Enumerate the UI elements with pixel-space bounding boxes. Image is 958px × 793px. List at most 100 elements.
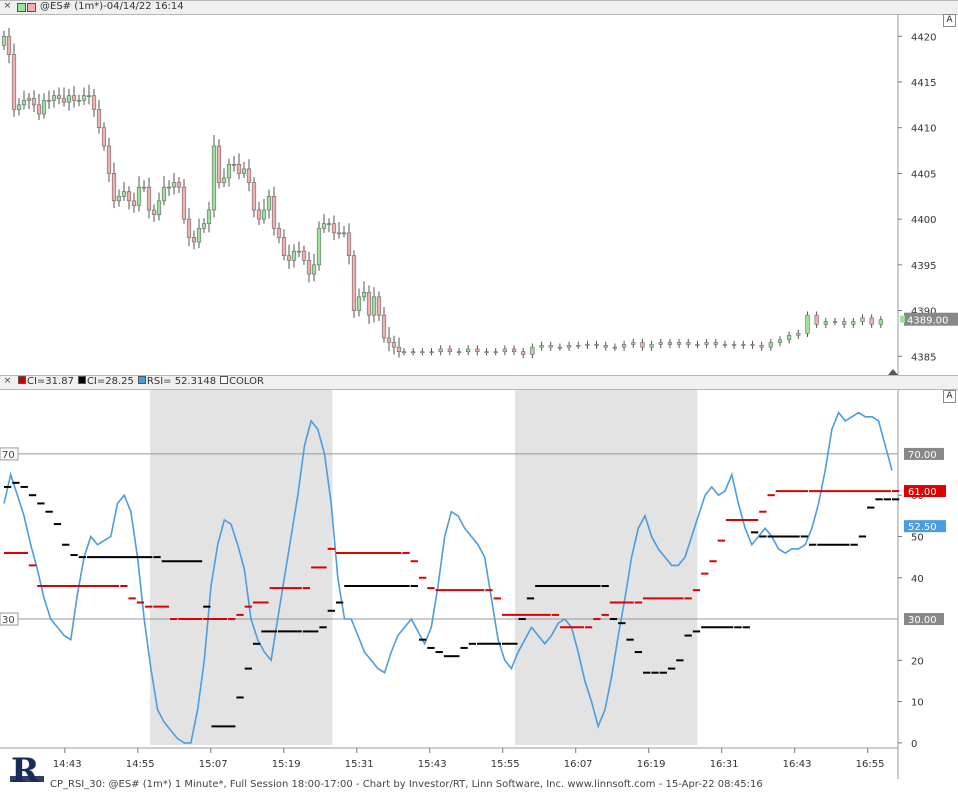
candle-up	[777, 336, 783, 347]
price-tick-label: 4405	[911, 169, 936, 180]
price-tick-label: 4415	[911, 78, 936, 89]
candle-up	[166, 180, 172, 196]
rsi-pane-header: × CI=31.87 CI=28.25 RSI= 52.3148 COLOR	[0, 375, 958, 390]
candle-up	[493, 348, 498, 356]
candle-down	[286, 244, 292, 269]
candle-up	[51, 90, 57, 108]
candle-down	[216, 139, 222, 189]
ci-red-last-value-tag	[904, 485, 946, 498]
close-icon[interactable]: ×	[3, 376, 12, 386]
candle-up	[576, 341, 581, 349]
rsi-last-value-tag	[904, 520, 946, 533]
candle-up	[86, 84, 92, 105]
candle-up	[311, 253, 317, 282]
candle-down	[366, 285, 372, 324]
candle-up	[76, 94, 82, 107]
candle-up	[502, 345, 507, 356]
rsi-level-tag-label: 70.00	[908, 450, 937, 461]
candle-down	[96, 99, 102, 134]
candle-down	[686, 338, 691, 349]
candle-up	[336, 221, 342, 239]
legend-swatch	[137, 376, 146, 384]
time-tick-label: 15:31	[345, 759, 374, 770]
last-price-tag	[904, 312, 958, 326]
candle-up	[585, 340, 590, 349]
time-tick-label: 15:55	[491, 759, 520, 770]
rsi-tick-label: 10	[911, 698, 924, 709]
candle-up	[361, 281, 367, 302]
ci-red-last-value-label: 61.00	[908, 487, 937, 498]
candle-up	[291, 244, 297, 268]
candle-down	[603, 341, 608, 351]
legend-entry: COLOR	[229, 376, 264, 387]
rsi-tick-label: 20	[911, 656, 924, 667]
candle-up	[621, 340, 627, 351]
candle-up	[66, 88, 72, 111]
candle-up	[121, 182, 127, 201]
candle-up	[371, 287, 377, 323]
candle-down	[351, 250, 357, 318]
rsi-tick-label: 0	[911, 739, 917, 750]
shaded-session-band	[514, 390, 698, 745]
candle-down	[386, 327, 392, 352]
candle-up	[539, 341, 544, 351]
candle-up	[221, 168, 227, 188]
candle-down	[61, 87, 67, 107]
candle-down	[511, 345, 517, 356]
candle-up	[860, 314, 865, 326]
investor-rt-logo-icon: R	[10, 752, 44, 790]
candle-down	[126, 186, 132, 210]
candle-up	[429, 348, 434, 356]
candle-up	[326, 218, 332, 233]
candle-up	[41, 93, 47, 119]
candle-up	[557, 343, 562, 351]
candle-down	[101, 122, 107, 151]
candle-up	[296, 241, 302, 258]
candle-up	[796, 329, 801, 339]
candle-up	[566, 341, 572, 351]
candle-up	[136, 176, 142, 212]
time-tick-label: 14:55	[126, 759, 155, 770]
candle-up	[266, 189, 272, 219]
legend-entry: CI=31.87	[27, 376, 74, 387]
candle-up	[741, 340, 746, 349]
shaded-session-band	[149, 390, 333, 745]
rsi-autoscale-button[interactable]: A	[943, 390, 956, 403]
candle-down	[381, 306, 387, 343]
candle-down	[281, 229, 287, 261]
candle-up	[16, 98, 22, 116]
candle-down	[376, 291, 382, 322]
candle-down	[236, 153, 242, 180]
candle-up	[1, 30, 7, 50]
candle-down	[71, 86, 77, 108]
price-tick-label: 4410	[911, 124, 936, 135]
rsi-level-tag	[904, 613, 944, 626]
candle-down	[759, 341, 764, 351]
candle-up	[356, 288, 362, 317]
candle-down	[36, 93, 42, 120]
candle-down	[331, 215, 337, 241]
candle-down	[191, 230, 197, 250]
candle-up	[201, 218, 207, 233]
candle-up	[171, 172, 177, 195]
price-tick-label: 4390	[911, 307, 936, 318]
legend-swatch-up	[17, 3, 26, 12]
rsi-level-tag	[904, 447, 944, 460]
candle-down	[814, 311, 819, 328]
legend-entry: CI=28.25	[86, 376, 134, 387]
candle-down	[548, 341, 553, 351]
candle-up	[851, 317, 856, 328]
candle-up	[316, 221, 322, 271]
price-pane-title: @ES# (1m*)-04/14/22 16:14	[40, 1, 184, 12]
candle-down	[31, 90, 37, 113]
time-tick-label: 16:43	[783, 759, 812, 770]
candle-up	[231, 156, 237, 172]
candle-down	[246, 159, 252, 192]
price-pane-header: × @ES# (1m*)-04/14/22 16:14	[0, 0, 958, 15]
rsi-tick-label: 40	[911, 574, 924, 585]
rsi-last-value-label: 52.50	[908, 522, 937, 533]
price-autoscale-button[interactable]: A	[943, 14, 956, 27]
candle-down	[391, 335, 397, 355]
close-icon[interactable]: ×	[3, 1, 12, 11]
